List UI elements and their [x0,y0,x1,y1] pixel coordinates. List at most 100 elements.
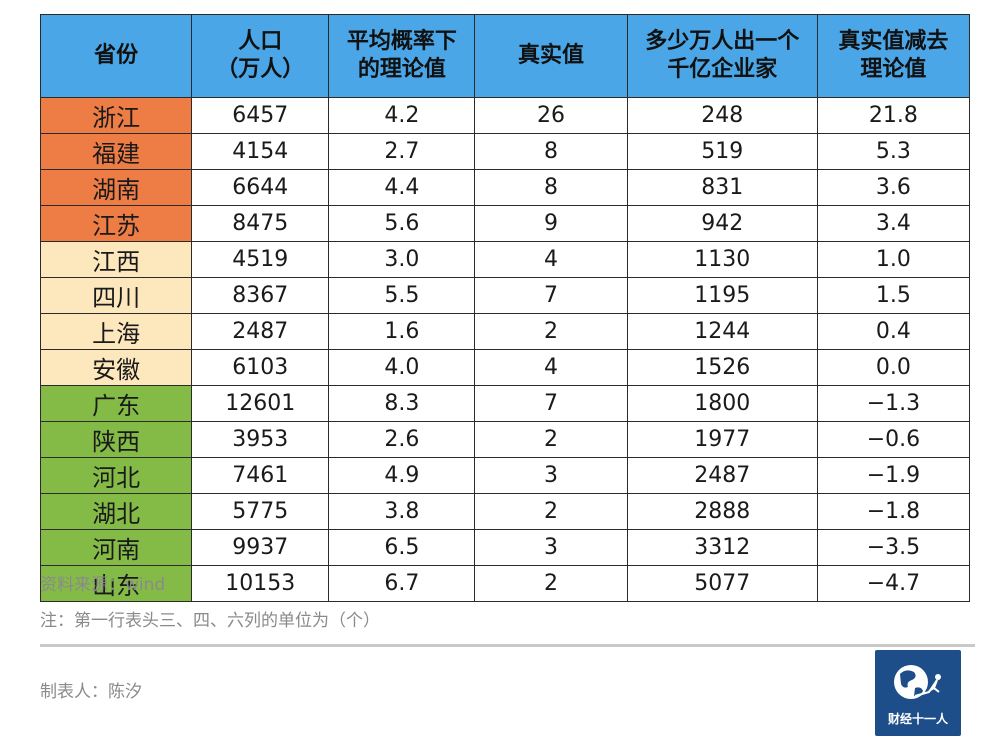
table-row: 江苏 8475 5.6 9 942 3.4 [39,205,971,242]
cell-people-per: 2888 [626,493,818,530]
cell-people-per: 1800 [626,385,818,422]
cell-diff: 3.6 [816,169,971,206]
cell-diff: 3.4 [816,205,971,242]
cell-actual: 3 [474,457,628,494]
cell-population: 3953 [191,421,330,458]
cell-theoretical: 6.5 [328,529,476,566]
cell-theoretical: 4.0 [328,349,476,386]
cell-theoretical: 4.9 [328,457,476,494]
table-row: 上海 2487 1.6 2 1244 0.4 [39,313,971,350]
cell-diff: −4.7 [816,565,971,602]
cell-actual: 4 [474,349,628,386]
cell-theoretical: 5.6 [328,205,476,242]
table-row: 四川 8367 5.5 7 1195 1.5 [39,277,971,314]
cell-people-per: 1130 [626,241,818,278]
data-table: 省份 人口 （万人） 平均概率下 的理论值 真实值 多少万人出一个 千亿企业家 真实值… [39,14,971,602]
header-people-per-entrepreneur: 多少万人出一个 千亿企业家 [626,14,818,98]
cell-people-per: 5077 [626,565,818,602]
cell-actual: 2 [474,493,628,530]
table-row: 湖北 5775 3.8 2 2888 −1.8 [39,493,971,530]
cell-theoretical: 2.6 [328,421,476,458]
cell-actual: 26 [474,97,628,134]
cell-theoretical: 3.0 [328,241,476,278]
cell-people-per: 1977 [626,421,818,458]
table-row: 安徽 6103 4.0 4 1526 0.0 [39,349,971,386]
cell-diff: 0.4 [816,313,971,350]
cell-actual: 8 [474,133,628,170]
cell-population: 6644 [191,169,330,206]
table-row: 陕西 3953 2.6 2 1977 −0.6 [39,421,971,458]
cell-theoretical: 5.5 [328,277,476,314]
cell-people-per: 1526 [626,349,818,386]
cell-province: 福建 [39,133,193,170]
cell-province: 河南 [39,529,193,566]
header-population: 人口 （万人） [191,14,330,98]
cell-people-per: 519 [626,133,818,170]
cell-actual: 3 [474,529,628,566]
cell-actual: 2 [474,421,628,458]
divider [40,644,975,647]
cell-population: 8475 [191,205,330,242]
cell-population: 10153 [191,565,330,602]
cell-diff: 0.0 [816,349,971,386]
cell-province: 四川 [39,277,193,314]
author-note: 制表人：陈汐 [40,682,142,702]
cell-population: 2487 [191,313,330,350]
cell-people-per: 3312 [626,529,818,566]
cell-diff: 5.3 [816,133,971,170]
cell-theoretical: 4.2 [328,97,476,134]
cell-province: 浙江 [39,97,193,134]
table-row: 广东 12601 8.3 7 1800 −1.3 [39,385,971,422]
cell-people-per: 248 [626,97,818,134]
cell-people-per: 1195 [626,277,818,314]
globe-icon [894,665,941,699]
brand-logo: 财经十一人 [875,650,961,736]
cell-actual: 2 [474,313,628,350]
table-row: 浙江 6457 4.2 26 248 21.8 [39,97,971,134]
cell-population: 7461 [191,457,330,494]
cell-province: 陕西 [39,421,193,458]
table-row: 河南 9937 6.5 3 3312 −3.5 [39,529,971,566]
cell-actual: 4 [474,241,628,278]
cell-population: 4154 [191,133,330,170]
table-row: 河北 7461 4.9 3 2487 −1.9 [39,457,971,494]
cell-population: 6103 [191,349,330,386]
header-province: 省份 [39,14,193,98]
table-row: 湖南 6644 4.4 8 831 3.6 [39,169,971,206]
cell-diff: 1.5 [816,277,971,314]
cell-province: 湖南 [39,169,193,206]
cell-province: 上海 [39,313,193,350]
cell-population: 5775 [191,493,330,530]
cell-diff: 21.8 [816,97,971,134]
cell-diff: −1.9 [816,457,971,494]
cell-actual: 2 [474,565,628,602]
cell-theoretical: 2.7 [328,133,476,170]
cell-theoretical: 3.8 [328,493,476,530]
cell-province: 江苏 [39,205,193,242]
table-row: 福建 4154 2.7 8 519 5.3 [39,133,971,170]
table-row: 江西 4519 3.0 4 1130 1.0 [39,241,971,278]
cell-actual: 7 [474,277,628,314]
cell-theoretical: 6.7 [328,565,476,602]
cell-people-per: 831 [626,169,818,206]
table-row: 山东 10153 6.7 2 5077 −4.7 [39,565,971,602]
cell-diff: −1.3 [816,385,971,422]
cell-people-per: 2487 [626,457,818,494]
cell-actual: 7 [474,385,628,422]
cell-theoretical: 4.4 [328,169,476,206]
cell-population: 12601 [191,385,330,422]
header-actual-value: 真实值 [474,14,628,98]
cell-province: 广东 [39,385,193,422]
header-row: 省份 人口 （万人） 平均概率下 的理论值 真实值 多少万人出一个 千亿企业家 真实值… [39,14,971,98]
cell-diff: −1.8 [816,493,971,530]
cell-people-per: 942 [626,205,818,242]
unit-note: 注：第一行表头三、四、六列的单位为（个） [40,611,380,631]
cell-population: 9937 [191,529,330,566]
cell-province: 河北 [39,457,193,494]
cell-actual: 9 [474,205,628,242]
cell-diff: −0.6 [816,421,971,458]
cell-actual: 8 [474,169,628,206]
cell-population: 8367 [191,277,330,314]
cell-population: 4519 [191,241,330,278]
header-actual-minus-theoretical: 真实值减去 理论值 [816,14,971,98]
